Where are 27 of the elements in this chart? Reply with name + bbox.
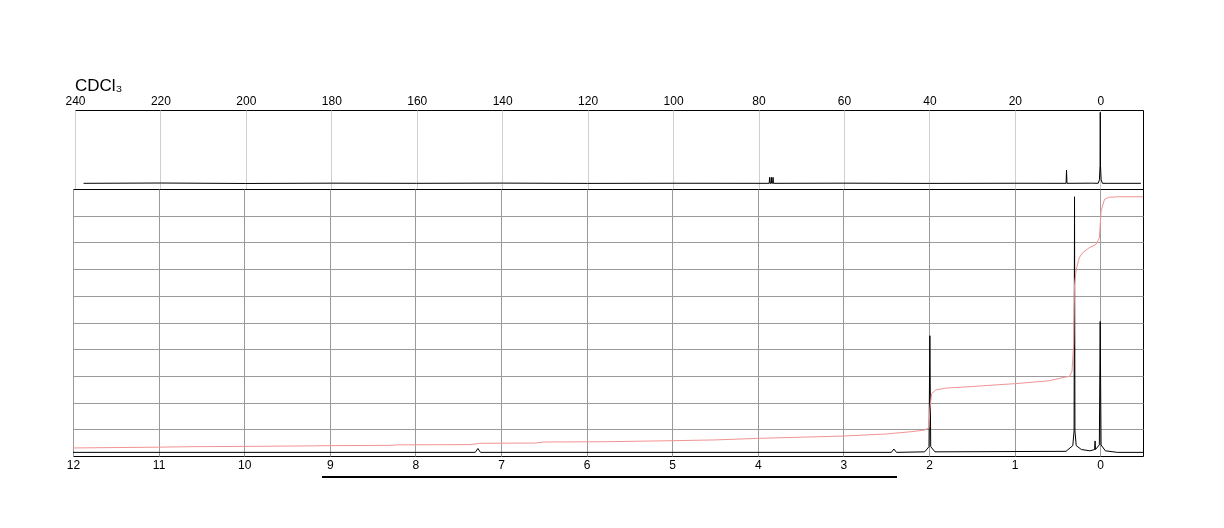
x-tick-label: 2 — [926, 457, 934, 472]
x-tick-label: 200 — [236, 93, 257, 108]
x-tick-label: 6 — [583, 457, 591, 472]
x-tick-label: 100 — [663, 93, 684, 108]
x-tick-label: 0 — [1097, 457, 1105, 472]
x-tick-label: 3 — [840, 457, 848, 472]
x-tick-label: 11 — [152, 457, 166, 472]
x-tick-label: 8 — [412, 457, 420, 472]
x-tick-label: 4 — [754, 457, 762, 472]
chart-title: CDCl₃ — [75, 76, 123, 95]
x-tick-label: 140 — [492, 93, 514, 108]
x-tick-label: 0 — [1097, 93, 1105, 108]
x-tick-label: 180 — [321, 93, 343, 108]
x-tick-label: 120 — [578, 93, 599, 108]
x-tick-label: 5 — [669, 457, 677, 472]
x-tick-label: 12 — [66, 457, 81, 472]
x-tick-label: 220 — [150, 93, 172, 108]
x-tick-label: 7 — [498, 457, 506, 472]
x-tick-label: 80 — [752, 93, 767, 108]
x-tick-label: 60 — [837, 93, 852, 108]
x-tick-label: 20 — [1008, 93, 1023, 108]
x-tick-label: 1 — [1011, 457, 1019, 472]
x-tick-label: 240 — [65, 93, 86, 108]
x-tick-label: 9 — [326, 457, 334, 472]
x-tick-label: 40 — [923, 93, 937, 108]
x-tick-label: 10 — [238, 457, 252, 472]
x-tick-label: 160 — [407, 93, 428, 108]
